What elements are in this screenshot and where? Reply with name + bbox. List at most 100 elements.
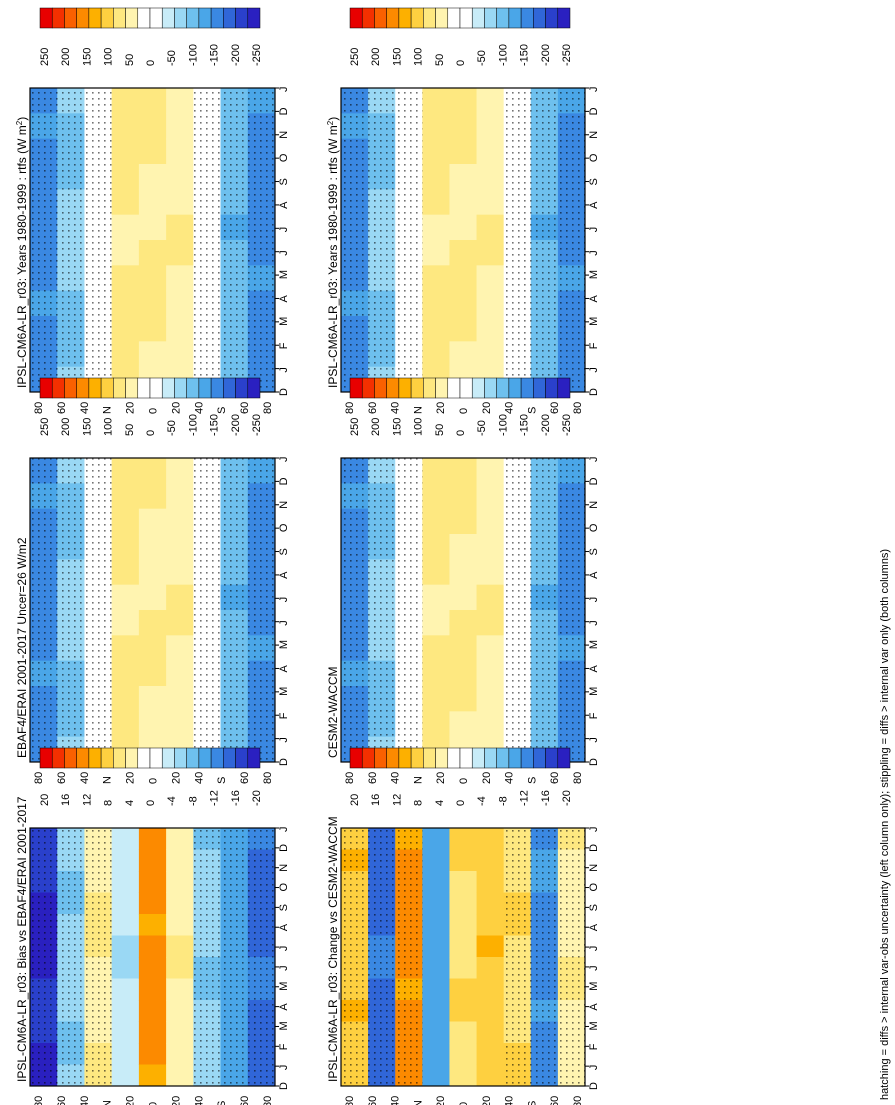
heat-cell [422, 1064, 450, 1087]
heat-cell [422, 290, 450, 317]
heat-cell [422, 113, 450, 140]
lat-tick-label: S [216, 1101, 228, 1105]
colorbar-swatch [496, 377, 510, 399]
heat-cell [422, 88, 450, 114]
month-tick-label: S [588, 904, 600, 911]
colorbar-label: 250 [39, 418, 51, 436]
heat-cell [138, 635, 167, 662]
lat-tick-label: 0 [458, 1102, 470, 1105]
heat-cell [449, 534, 478, 560]
heat-cell [422, 892, 450, 915]
heat-cell [449, 1000, 478, 1022]
colorbar-label: 0 [145, 800, 157, 806]
colorbar-label: 16 [370, 794, 382, 806]
month-tick-label: A [278, 571, 290, 579]
month-tick-label: J [588, 737, 600, 743]
heat-cell [422, 265, 450, 292]
month-tick-label: M [588, 982, 600, 991]
heat-cell [111, 828, 140, 850]
heat-cell [476, 290, 505, 317]
heat-cell [166, 957, 194, 979]
colorbar-label: 50 [434, 424, 446, 436]
heat-cell [111, 849, 140, 872]
heat-cell [166, 265, 194, 292]
colorbar-swatch [386, 377, 400, 399]
lat-tick-label: 20 [435, 1096, 447, 1105]
heat-cell [422, 1043, 450, 1065]
colorbar-swatch [100, 747, 114, 769]
heat-cell [166, 189, 194, 216]
heat-cell [449, 113, 478, 140]
heat-cell [449, 559, 478, 586]
heat-cell [449, 849, 478, 872]
heat-cell [111, 214, 140, 241]
heat-cell [166, 483, 194, 510]
heat-cell [111, 1043, 140, 1065]
colorbar-label: 8 [413, 800, 425, 806]
month-tick-label: A [588, 923, 600, 931]
colorbar-swatch [88, 377, 102, 399]
lat-tick-label: 80 [33, 1096, 45, 1105]
lat-tick-label: 20 [481, 1096, 493, 1105]
heat-cell [476, 686, 505, 712]
colorbar-label: 12 [391, 794, 403, 806]
month-tick-label: J [278, 87, 290, 93]
colorbar-label: 16 [60, 794, 72, 806]
colorbar-swatch [471, 7, 485, 29]
panel-4: D J F M A M J J A S O N D J 80 60 40 N 20 0 20 40 S 60 80 IPSL-CM… [326, 87, 600, 415]
stipple-south [503, 88, 585, 392]
stipple-north [341, 88, 423, 392]
heat-cell [449, 660, 478, 687]
heat-cell [449, 508, 478, 535]
colorbar-label: -250 [251, 44, 263, 66]
heat-cell [166, 214, 194, 241]
lat-tick-label: 60 [549, 772, 561, 784]
month-tick-label: S [588, 178, 600, 185]
heat-cell [476, 189, 505, 216]
colorbar-label: 150 [391, 418, 403, 436]
lat-tick-label: N [102, 776, 114, 784]
heat-cell [476, 483, 505, 510]
heat-cell [138, 138, 167, 165]
lat-tick-label: 20 [435, 772, 447, 784]
colorbar-label: 0 [145, 430, 157, 436]
stipple-south [193, 458, 275, 762]
lat-tick-label: 40 [390, 772, 402, 784]
heat-cell [166, 686, 194, 712]
colorbar-swatch [545, 7, 559, 29]
heat-cell [138, 978, 167, 1001]
lat-tick-label: 20 [125, 1096, 137, 1105]
month-tick-label: M [588, 317, 600, 326]
colorbar-swatch [545, 747, 559, 769]
colorbar-swatch [113, 747, 126, 769]
heat-cell [138, 1021, 167, 1044]
heat-cell [449, 978, 478, 1001]
heat-cell [476, 660, 505, 687]
heat-cell [476, 1021, 505, 1044]
heat-cell [166, 584, 194, 611]
heat-cell [476, 341, 505, 368]
heat-cell [449, 240, 478, 266]
colorbar-swatch [149, 7, 163, 29]
lat-tick-label: N [412, 776, 424, 784]
month-tick-label: D [278, 107, 290, 115]
month-tick-label: J [278, 1065, 290, 1071]
heat-cell [449, 138, 478, 165]
heat-cell [166, 341, 194, 368]
colorbar-label: 250 [349, 48, 361, 66]
month-tick-label: J [278, 250, 290, 256]
heat-cell [476, 711, 505, 738]
month-tick-label: J [278, 737, 290, 743]
heat-cell [111, 265, 140, 292]
lat-tick-label: 60 [239, 402, 251, 414]
colorbar-swatch [520, 377, 534, 399]
colorbar-swatch [247, 7, 261, 29]
heat-cell [422, 189, 450, 216]
colorbar-swatch [247, 377, 261, 399]
lat-tick-label: 40 [193, 402, 205, 414]
heat-cell [449, 341, 478, 368]
lat-tick-label: 40 [79, 1096, 91, 1105]
colorbar-label: 50 [124, 424, 136, 436]
heat-cell [166, 871, 194, 893]
heat-cell [111, 635, 140, 662]
